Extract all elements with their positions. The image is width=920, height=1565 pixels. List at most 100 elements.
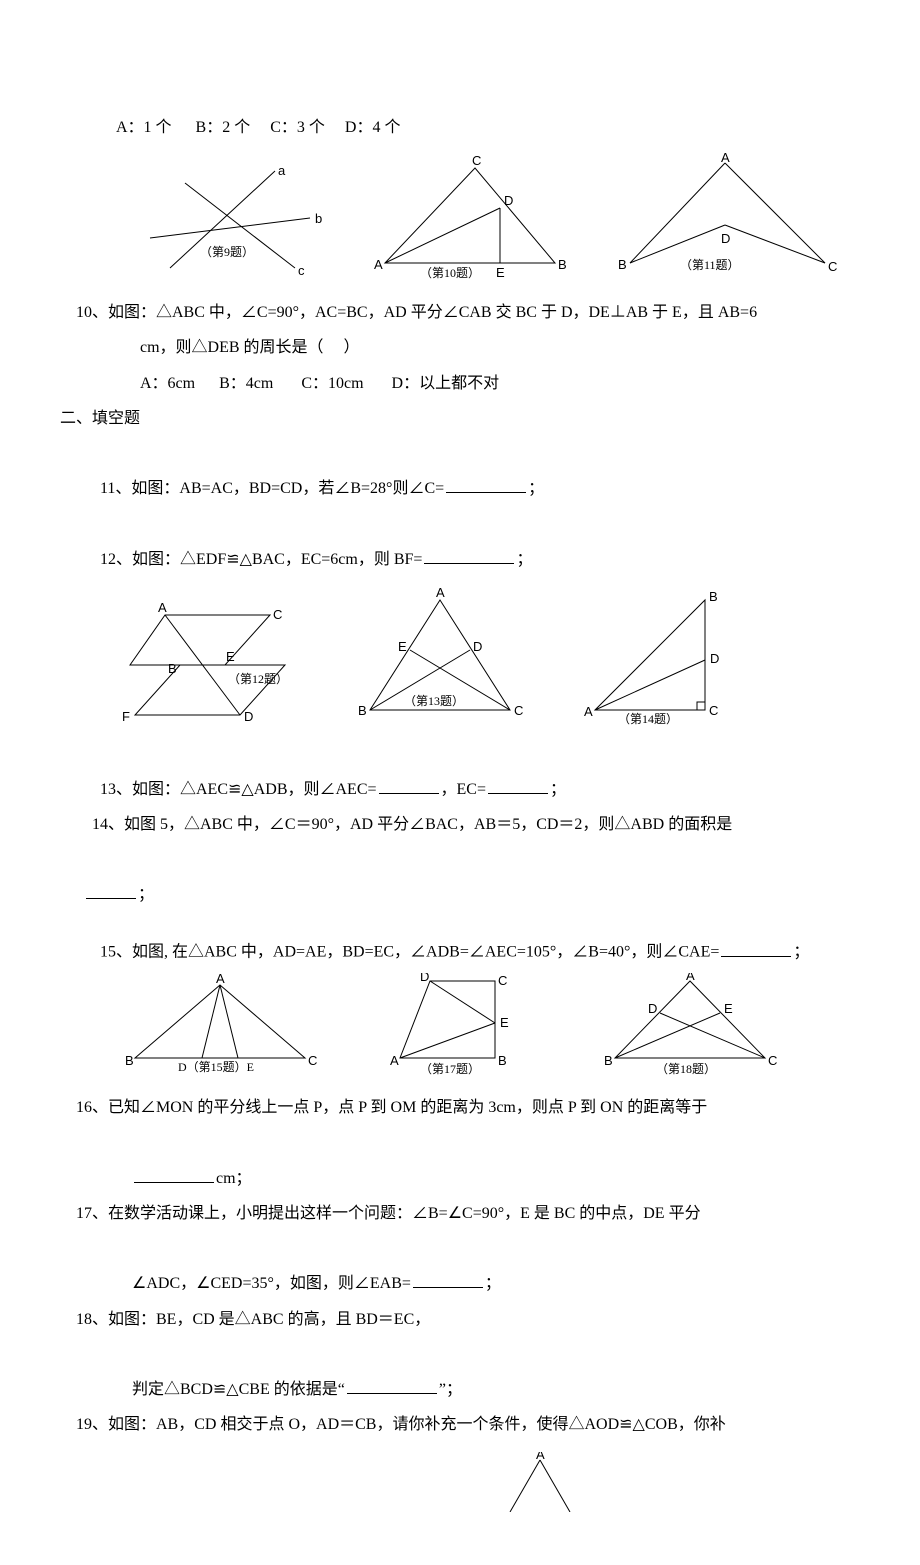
- fig18-E: E: [724, 1001, 733, 1016]
- label-b: b: [315, 211, 322, 226]
- fig11-C: C: [828, 259, 837, 274]
- fig13: A B C E D （第13题）: [340, 585, 540, 725]
- fig17-caption: （第17题）: [420, 1062, 480, 1076]
- q16-blank: [134, 1164, 214, 1183]
- fig17-B: B: [498, 1053, 507, 1068]
- q13-blank1: [379, 775, 439, 794]
- fig9-caption: （第9题）: [200, 245, 254, 259]
- fig18-C: C: [768, 1053, 777, 1068]
- fig15-A: A: [216, 973, 225, 986]
- fig11-B: B: [618, 257, 627, 272]
- fig17-D: D: [420, 973, 429, 984]
- q17-l2text: ∠ADC，∠CED=35°，如图，则∠EAB=: [132, 1275, 411, 1292]
- fig19-A: A: [536, 1452, 545, 1462]
- q14-blank: [86, 881, 136, 900]
- fig13-D: D: [473, 639, 482, 654]
- q15-post: ；: [793, 944, 809, 961]
- fig11-D: D: [721, 231, 730, 246]
- fig11-caption: （第11题）: [680, 258, 740, 272]
- q10-opts: A：6cm B：4cm C：10cm D：以上都不对: [60, 366, 860, 401]
- fig12-D: D: [244, 709, 253, 724]
- q10-line2: cm，则△DEB 的周长是（ ）: [60, 330, 860, 365]
- fig14-D: D: [710, 651, 719, 666]
- fig18-B: B: [604, 1053, 613, 1068]
- fig10-B: B: [558, 257, 567, 272]
- fig12-F: F: [122, 709, 130, 724]
- q12-blank: [424, 545, 514, 564]
- fig15: A B C D（第15题）E: [120, 973, 320, 1078]
- fig15-C: C: [308, 1053, 317, 1068]
- fig10-caption: （第10题）: [420, 266, 480, 280]
- fig13-B: B: [358, 703, 367, 718]
- fig12-B: B: [168, 661, 177, 676]
- q13: 13、如图：△AEC≌△ADB，则∠AEC= ，EC= ；: [60, 737, 860, 807]
- figure-row-2: A C B E F D （第12题） A B C E D （第13题） A B …: [110, 585, 860, 725]
- fig14-caption: （第14题）: [618, 712, 678, 725]
- q16-unit: cm；: [216, 1170, 252, 1187]
- q15-blank: [721, 938, 791, 957]
- q17-blank: [413, 1270, 483, 1289]
- q18-post: ”；: [439, 1381, 462, 1398]
- q15-pre: 15、如图, 在△ABC 中，AD=AE，BD=EC，∠ADB=∠AEC=105…: [100, 944, 719, 961]
- fig9: a b c （第9题）: [130, 153, 330, 283]
- fig13-E: E: [398, 639, 407, 654]
- q9-options: A：1 个 B：2 个 C：3 个 D：4 个: [60, 110, 860, 145]
- label-c: c: [298, 263, 305, 278]
- fig17-E: E: [500, 1015, 509, 1030]
- q19: 19、如图：AB，CD 相交于点 O，AD＝CB，请你补充一个条件，使得△AOD…: [60, 1407, 860, 1442]
- fig18-caption: （第18题）: [656, 1062, 716, 1076]
- fig12-caption: （第12题）: [228, 672, 288, 686]
- q13-post: ；: [550, 781, 566, 798]
- fig18: A B C D E （第18题）: [590, 973, 790, 1078]
- fig14-A: A: [584, 704, 593, 719]
- fig14-C: C: [709, 703, 718, 718]
- fig18-A: A: [686, 973, 695, 983]
- fig15-B: B: [125, 1053, 134, 1068]
- q12: 12、如图：△EDF≌△BAC，EC=6cm，则 BF=；: [60, 506, 860, 576]
- fig14: A B C D （第14题）: [570, 585, 750, 725]
- fig14-B: B: [709, 589, 718, 604]
- q11-blank: [446, 475, 526, 494]
- q18-blank: [347, 1375, 437, 1394]
- q15: 15、如图, 在△ABC 中，AD=AE，BD=EC，∠ADB=∠AEC=105…: [60, 913, 860, 966]
- fig12-E: E: [226, 649, 235, 664]
- fig12-A: A: [158, 600, 167, 615]
- q16-line2: cm；: [60, 1126, 860, 1196]
- q14-post: ；: [138, 886, 154, 903]
- q14-line2: ；: [60, 842, 860, 912]
- q11-text: 11、如图：AB=AC，BD=CD，若∠B=28°则∠C=: [100, 480, 444, 497]
- fig10: A B C D E （第10题）: [360, 153, 580, 283]
- fig13-C: C: [514, 703, 523, 718]
- figure-row-3: A B C D（第15题）E A B C D E （第17题） A B C D …: [120, 973, 860, 1078]
- q12-text: 12、如图：△EDF≌△BAC，EC=6cm，则 BF=: [100, 551, 422, 568]
- fig19: A: [480, 1452, 600, 1512]
- fig12-C: C: [273, 607, 282, 622]
- q13-pre: 13、如图：△AEC≌△ADB，则∠AEC=: [100, 781, 377, 798]
- fig18-D: D: [648, 1001, 657, 1016]
- q18-line1: 18、如图：BE，CD 是△ABC 的高，且 BD＝EC，: [60, 1302, 860, 1337]
- figure-row-1: a b c （第9题） A B C D E （第10题） A B C D （第1…: [130, 153, 860, 283]
- fig10-A: A: [374, 257, 383, 272]
- label-a: a: [278, 163, 286, 178]
- q17-line2: ∠ADC，∠CED=35°，如图，则∠EAB= ；: [60, 1231, 860, 1301]
- section2-title: 二、填空题: [60, 401, 860, 436]
- q17-line1: 17、在数学活动课上，小明提出这样一个问题：∠B=∠C=90°，E 是 BC 的…: [60, 1196, 860, 1231]
- fig11: A B C D （第11题）: [610, 153, 840, 283]
- fig10-D: D: [504, 193, 513, 208]
- q18-line2: 判定△BCD≌△CBE 的依据是“ ”；: [60, 1337, 860, 1407]
- fig11-A: A: [721, 153, 730, 165]
- fig13-A: A: [436, 585, 445, 600]
- fig15-caption: D（第15题）E: [178, 1060, 254, 1074]
- q10-line1: 10、如图：△ABC 中，∠C=90°，AC=BC，AD 平分∠CAB 交 BC…: [60, 295, 860, 330]
- q16-line1: 16、已知∠MON 的平分线上一点 P，点 P 到 OM 的距离为 3cm，则点…: [60, 1090, 860, 1125]
- fig12: A C B E F D （第12题）: [110, 585, 310, 725]
- fig17-C: C: [498, 973, 507, 988]
- fig10-C: C: [472, 153, 481, 168]
- q17-post: ；: [485, 1275, 501, 1292]
- fig17-A: A: [390, 1053, 399, 1068]
- fig19-container: A: [480, 1452, 860, 1525]
- q18-l2text: 判定△BCD≌△CBE 的依据是“: [132, 1381, 345, 1398]
- fig17: A B C D E （第17题）: [370, 973, 540, 1078]
- q13-mid: ，EC=: [441, 781, 486, 798]
- q14: 14、如图 5，△ABC 中，∠C＝90°，AD 平分∠BAC，AB＝5，CD＝…: [60, 807, 860, 842]
